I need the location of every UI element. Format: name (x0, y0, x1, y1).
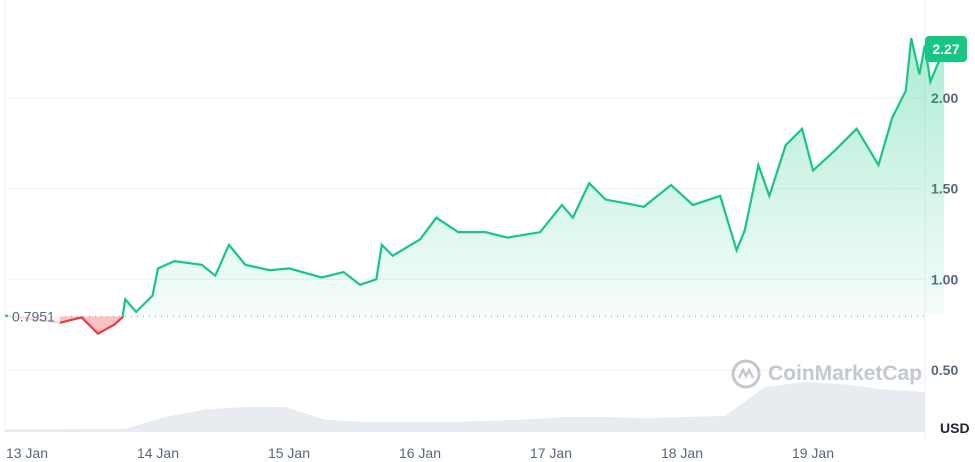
x-tick-label: 15 Jan (268, 445, 310, 461)
x-tick-label: 17 Jan (530, 445, 572, 461)
currency-label: USD (940, 420, 970, 436)
watermark-text: CoinMarketCap (768, 362, 923, 385)
current-price-badge (925, 36, 967, 63)
y-tick-label: 0.50 (931, 362, 958, 378)
reference-label-bg (8, 307, 60, 326)
x-tick-label: 19 Jan (792, 445, 834, 461)
price-area-up (5, 38, 944, 317)
x-tick-label: 14 Jan (137, 445, 179, 461)
current-price-label: 2.27 (932, 41, 959, 57)
price-line-up (5, 37, 946, 317)
volume-area (5, 382, 925, 432)
x-tick-label: 13 Jan (6, 445, 48, 461)
coinmarketcap-logo-icon (731, 359, 761, 389)
x-tick-label: 16 Jan (399, 445, 441, 461)
reference-label: 0.7951 (12, 308, 55, 324)
x-tick-label: 18 Jan (661, 445, 703, 461)
watermark: CoinMarketCap (730, 358, 922, 390)
